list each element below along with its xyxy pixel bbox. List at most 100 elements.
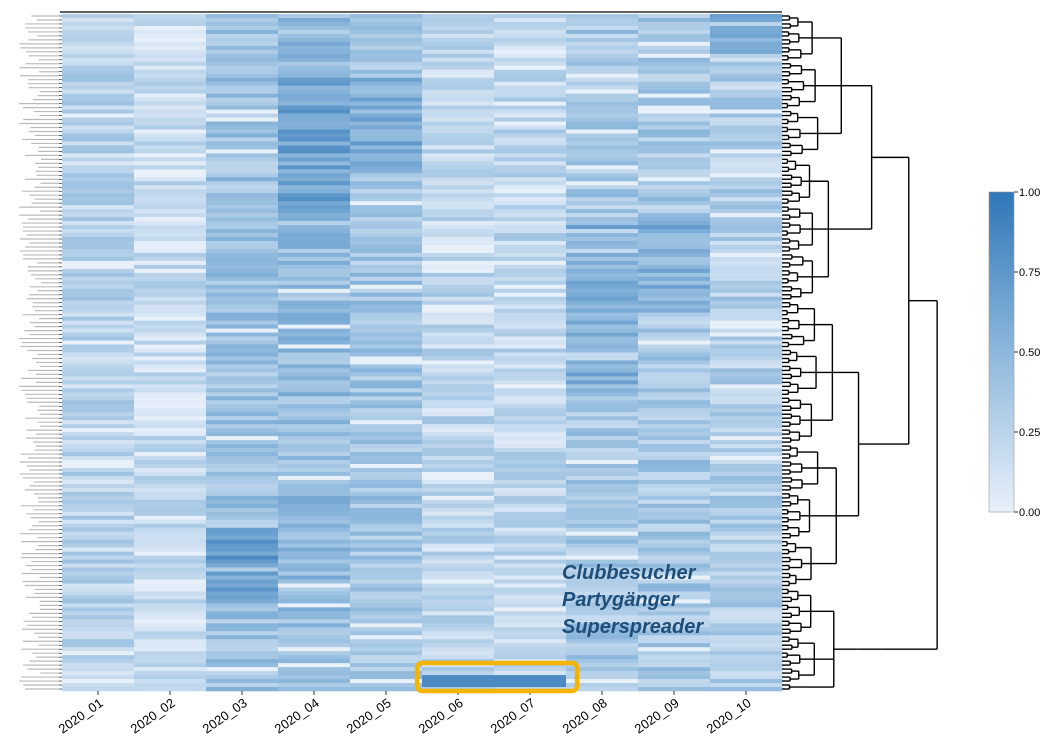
colorbar-gradient	[988, 191, 1015, 513]
heatmap-cell	[134, 209, 207, 214]
heatmap-cell	[350, 567, 423, 572]
heatmap-cell	[350, 21, 423, 27]
heatmap-cell	[134, 169, 207, 174]
heatmap-cell	[62, 392, 135, 397]
heatmap-cell	[566, 348, 639, 353]
heatmap-cell	[206, 133, 279, 138]
heatmap-cell	[134, 408, 207, 413]
heatmap-cell	[350, 157, 423, 162]
heatmap-cell	[494, 312, 567, 317]
heatmap-cell	[134, 627, 207, 632]
heatmap-cell	[566, 471, 639, 477]
heatmap-cell	[278, 352, 351, 357]
heatmap-cell	[710, 37, 783, 43]
heatmap-cell	[566, 121, 639, 126]
heatmap-cell	[710, 687, 783, 692]
heatmap-cell	[278, 547, 351, 552]
heatmap-cell	[62, 284, 135, 290]
heatmap-cell	[494, 559, 567, 564]
heatmap-cell	[206, 503, 279, 509]
heatmap-cell	[206, 109, 279, 114]
heatmap-cell	[710, 555, 783, 560]
heatmap-cell	[206, 336, 279, 341]
heatmap-cell	[62, 181, 135, 186]
heatmap-cell	[134, 352, 207, 357]
heatmap-cell	[638, 49, 711, 55]
heatmap-cell	[710, 260, 783, 266]
heatmap-cell	[494, 324, 567, 329]
heatmap-cell	[62, 320, 135, 325]
heatmap-cell	[350, 627, 423, 632]
heatmap-cell	[710, 344, 783, 349]
heatmap-cell	[566, 384, 639, 389]
heatmap-cell	[494, 348, 567, 353]
heatmap-cell	[710, 356, 783, 361]
heatmap-cell	[422, 29, 495, 35]
heatmap-cell	[710, 587, 783, 592]
heatmap-cell	[566, 352, 639, 357]
heatmap-cell	[494, 471, 567, 477]
heatmap-cell	[278, 252, 351, 258]
heatmap-cell	[638, 280, 711, 286]
heatmap-cell	[638, 169, 711, 174]
heatmap-cell	[422, 452, 495, 457]
heatmap-cell	[638, 440, 711, 445]
heatmap-cell	[134, 372, 207, 377]
heatmap-cell	[134, 647, 207, 652]
heatmap-cell	[278, 105, 351, 110]
heatmap-cell	[206, 77, 279, 82]
heatmap-cell	[710, 376, 783, 381]
heatmap-cell	[62, 499, 135, 505]
heatmap-cell	[566, 432, 639, 437]
heatmap-cell	[206, 97, 279, 102]
heatmap-cell	[710, 197, 783, 202]
heatmap-cell	[278, 456, 351, 461]
heatmap-cell	[422, 511, 495, 517]
heatmap-cell	[206, 308, 279, 313]
heatmap-cell	[62, 93, 135, 98]
heatmap-cell	[566, 260, 639, 266]
heatmap-cell	[278, 185, 351, 190]
heatmap-cell	[62, 229, 135, 234]
heatmap-cell	[494, 388, 567, 393]
heatmap-cell	[710, 456, 783, 461]
heatmap-cell	[710, 69, 783, 75]
heatmap-cell	[710, 483, 783, 489]
heatmap-cell	[638, 17, 711, 23]
heatmap-cell	[62, 448, 135, 453]
heatmap-cell	[206, 471, 279, 477]
heatmap-cell	[350, 129, 423, 134]
heatmap-cell	[566, 173, 639, 178]
heatmap-cell	[494, 73, 567, 79]
row-labels	[19, 15, 62, 690]
heatmap-cell	[278, 400, 351, 405]
colorbar-tick-label: 0.50	[1019, 347, 1040, 359]
heatmap-cell	[566, 225, 639, 230]
heatmap-cell	[134, 149, 207, 154]
heatmap-cell	[350, 595, 423, 600]
heatmap-cell	[350, 380, 423, 385]
heatmap-cell	[206, 392, 279, 397]
heatmap-cell	[278, 635, 351, 640]
heatmap-cell	[710, 141, 783, 146]
heatmap-cell	[206, 527, 279, 532]
heatmap-cell	[422, 655, 495, 660]
heatmap-cell	[638, 519, 711, 525]
heatmap-cell	[566, 109, 639, 114]
heatmap-cell	[710, 360, 783, 365]
heatmap-cell	[710, 440, 783, 445]
heatmap-cell	[422, 81, 495, 86]
heatmap-cell	[62, 221, 135, 226]
heatmap-cell	[278, 221, 351, 226]
heatmap-cell	[710, 408, 783, 413]
column-label: 2020_02	[128, 695, 178, 736]
heatmap-cell	[134, 348, 207, 353]
heatmap-cell	[350, 113, 423, 118]
heatmap-cell	[206, 452, 279, 457]
heatmap-cell	[710, 388, 783, 393]
heatmap-cell	[494, 296, 567, 302]
heatmap-cell	[422, 340, 495, 345]
heatmap-cell	[422, 571, 495, 576]
heatmap-cell	[422, 157, 495, 162]
heatmap-cell	[494, 467, 567, 473]
